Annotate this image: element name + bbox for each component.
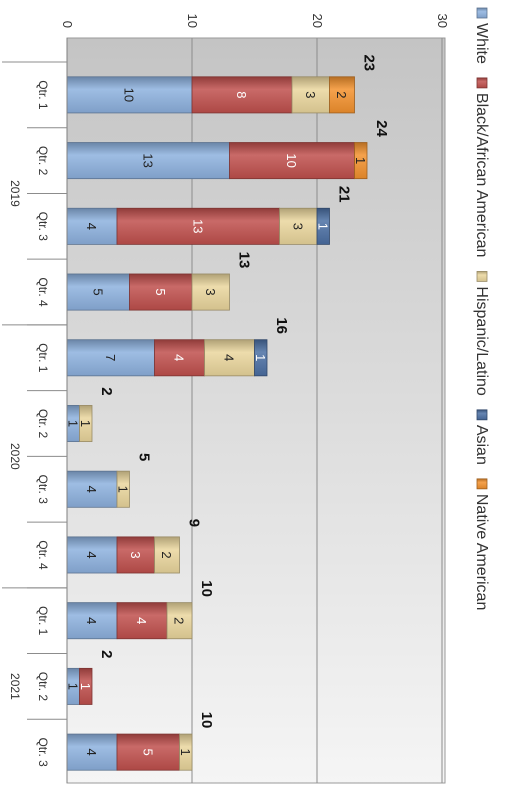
segment-label: 5: [140, 749, 155, 756]
segment-label: 13: [140, 153, 155, 167]
segment-label: 4: [84, 223, 99, 230]
bar-segment: [316, 207, 330, 245]
legend-swatch: [476, 7, 488, 19]
total-label: 13: [236, 252, 253, 269]
segment-label: 1: [65, 420, 80, 427]
total-label: 23: [361, 54, 378, 71]
segment-label: 3: [128, 551, 143, 558]
segment-label: 3: [303, 91, 318, 98]
bar-segment: [79, 405, 93, 442]
segment-label: 3: [203, 288, 218, 295]
category-label: Qtr. 1: [36, 80, 50, 110]
legend-swatch: [476, 478, 488, 490]
category-label: Qtr. 4: [36, 277, 50, 307]
total-label: 9: [186, 519, 203, 527]
segment-label: 1: [65, 683, 80, 690]
bar-segment: [329, 76, 355, 114]
segment-label: 7: [103, 354, 118, 361]
segment-label: 4: [134, 617, 149, 624]
legend-swatch: [476, 271, 488, 282]
legend-label: White: [473, 23, 490, 64]
total-label: 10: [198, 580, 215, 597]
segment-label: 2: [334, 91, 349, 98]
segment-label: 1: [78, 683, 93, 690]
segment-label: 1: [253, 354, 268, 361]
total-label: 5: [136, 453, 153, 461]
group-label: 2020: [8, 443, 22, 470]
category-label: Qtr. 3: [36, 737, 50, 767]
y-tick-label: 10: [185, 14, 200, 28]
legend-label: Black/African American: [473, 93, 490, 258]
total-label: 21: [336, 186, 353, 203]
segment-label: 13: [190, 219, 205, 233]
category-label: Qtr. 3: [36, 212, 50, 242]
category-label: Qtr. 1: [36, 606, 50, 636]
category-label: Qtr. 2: [36, 409, 50, 439]
total-label: 16: [273, 317, 290, 334]
segment-label: 8: [234, 91, 249, 98]
bar-segment: [79, 667, 93, 705]
category-label: Qtr. 1: [36, 343, 50, 373]
segment-label: 5: [90, 288, 105, 295]
legend-swatch: [476, 77, 488, 89]
bar-segment: [166, 602, 193, 640]
bar-segment: [179, 733, 193, 771]
segment-label: 1: [78, 420, 93, 427]
segment-label: 5: [153, 288, 168, 295]
category-label: Qtr. 2: [36, 146, 50, 176]
segment-label: 4: [172, 354, 187, 361]
segment-label: 10: [284, 153, 299, 167]
segment-label: 1: [315, 223, 330, 230]
segment-label: 4: [84, 486, 99, 493]
total-label: 2: [98, 387, 115, 395]
segment-label: 2: [159, 551, 174, 558]
bar-segment: [116, 470, 130, 508]
segment-label: 3: [290, 223, 305, 230]
legend-swatch: [476, 409, 488, 421]
segment-label: 4: [84, 551, 99, 558]
y-tick-label: 20: [310, 14, 325, 28]
bar-segment: [154, 536, 180, 574]
legend-label: Hispanic/Latino: [473, 286, 490, 396]
segment-label: 1: [178, 749, 193, 756]
segment-label: 10: [122, 88, 137, 102]
group-label: 2019: [8, 180, 22, 207]
total-label: 2: [98, 650, 115, 658]
segment-label: 2: [172, 617, 187, 624]
y-tick-label: 30: [435, 14, 450, 28]
y-tick-label: 0: [60, 21, 75, 28]
legend-label: Asian: [473, 425, 490, 465]
total-label: 10: [198, 712, 215, 729]
bar-segment: [354, 142, 368, 180]
category-label: Qtr. 4: [36, 540, 50, 570]
category-label: Qtr. 3: [36, 475, 50, 505]
segment-label: 1: [115, 486, 130, 493]
segment-label: 4: [222, 354, 237, 361]
group-label: 2021: [8, 673, 22, 700]
total-label: 24: [373, 120, 390, 137]
segment-label: 4: [84, 617, 99, 624]
segment-label: 1: [353, 157, 368, 164]
legend-label: Native American: [473, 494, 490, 611]
segment-label: 4: [84, 749, 99, 756]
bar-segment: [191, 273, 230, 311]
bar-segment: [254, 339, 268, 377]
category-label: Qtr. 2: [36, 672, 50, 702]
